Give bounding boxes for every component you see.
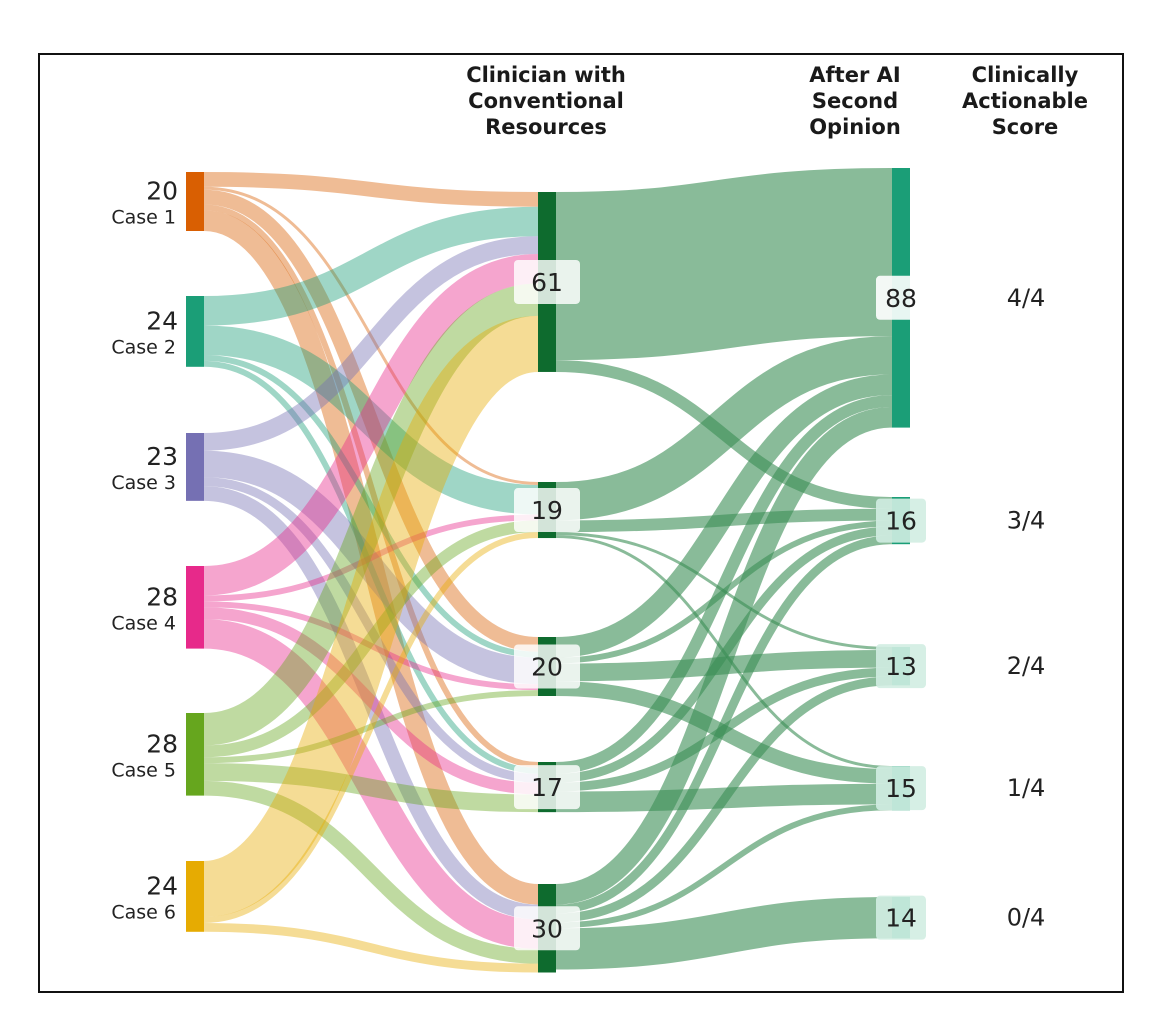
ai-value-label: 88 xyxy=(885,284,917,313)
link-m0-r0 xyxy=(555,897,893,970)
header-score-line-3: Score xyxy=(991,115,1059,139)
link-c5-m1 xyxy=(203,763,539,813)
case-name-label: Case 3 xyxy=(111,472,176,494)
case-name-label: Case 5 xyxy=(111,759,176,781)
score-label: 1/4 xyxy=(1007,774,1046,802)
case-node-5 xyxy=(186,713,204,796)
header-clinician: Clinician with Conventional Resources xyxy=(440,62,652,140)
clinician-value-backdrop xyxy=(514,765,580,810)
chart-frame xyxy=(38,53,1124,993)
case-value-label: 23 xyxy=(146,442,178,471)
link-c3-m0 xyxy=(203,486,539,920)
ai-value-label: 13 xyxy=(885,652,917,681)
clinician-value-backdrop xyxy=(514,906,580,951)
ai-value-label: 14 xyxy=(885,904,917,933)
case-node-6 xyxy=(186,861,204,932)
header-clinician-line-2: Conventional xyxy=(468,89,624,113)
link-c2-m3 xyxy=(203,325,539,515)
clinician-value-label: 17 xyxy=(531,773,563,802)
link-m4-r4 xyxy=(555,168,893,361)
ai-value-backdrop xyxy=(876,275,926,320)
link-m0-r1 xyxy=(555,804,893,929)
link-c5-m3 xyxy=(203,520,539,758)
case-value-label: 28 xyxy=(146,582,178,611)
score-label: 2/4 xyxy=(1007,652,1046,680)
link-c6-m4 xyxy=(201,315,541,918)
case-node-4 xyxy=(186,566,204,649)
case-name-label: Case 1 xyxy=(111,207,176,229)
header-after-ai-line-2: Second xyxy=(811,89,899,113)
link-c5-m0 xyxy=(203,780,539,964)
link-c2-m2 xyxy=(203,355,539,658)
header-clinician-line-1: Clinician with xyxy=(466,63,626,87)
clinician-value-backdrop xyxy=(514,644,580,689)
ai-value-backdrop xyxy=(876,498,926,543)
ai-value-backdrop xyxy=(876,644,926,689)
header-after-ai-line-3: Opinion xyxy=(809,115,901,139)
ai-value-backdrop xyxy=(876,895,926,940)
link-c6-m0 xyxy=(203,922,539,973)
link-m0-r2 xyxy=(555,676,893,923)
link-c6-m3 xyxy=(203,532,539,923)
link-m2-r4 xyxy=(555,374,893,658)
link-c1-m2 xyxy=(203,189,539,652)
link-c2-m4 xyxy=(203,206,539,326)
header-after-ai-line-1: After AI xyxy=(809,63,901,87)
link-c1-m3 xyxy=(203,186,539,485)
header-score-line-2: Actionable xyxy=(962,89,1088,113)
case-name-label: Case 6 xyxy=(111,901,176,923)
case-value-label: 28 xyxy=(146,729,178,758)
clinician-value-label: 30 xyxy=(531,914,563,943)
link-c5-m2 xyxy=(203,690,539,764)
link-c4-m2 xyxy=(203,601,539,691)
clinician-value-label: 61 xyxy=(531,268,563,297)
clinician-value-backdrop xyxy=(514,259,580,304)
link-c1-m4 xyxy=(203,172,539,207)
ai-value-backdrop xyxy=(876,766,926,811)
link-c4-m0 xyxy=(203,619,539,949)
link-m3-r4 xyxy=(555,336,893,521)
clinician-value-backdrop xyxy=(514,488,580,533)
header-after-ai: After AI Second Opinion xyxy=(780,62,930,140)
link-c1-m1 xyxy=(203,204,539,768)
links-clinician-to-ai xyxy=(555,168,893,970)
link-c3-m2 xyxy=(203,450,539,685)
ai-value-label: 16 xyxy=(885,507,917,536)
ai-value-label: 15 xyxy=(885,774,917,803)
link-c4-m3 xyxy=(203,514,539,602)
case-value-label: 24 xyxy=(146,871,178,900)
case-node-1 xyxy=(186,172,204,231)
clinician-value-label: 19 xyxy=(531,496,563,525)
link-c4-m1 xyxy=(203,607,539,795)
score-label: 4/4 xyxy=(1007,284,1046,312)
link-m0-r4 xyxy=(555,406,893,905)
link-m1-r4 xyxy=(555,395,893,774)
link-c4-m4 xyxy=(203,253,539,596)
header-score: Clinically Actionable Score xyxy=(940,62,1110,140)
link-c1-m0 xyxy=(203,210,539,905)
link-m0-r3 xyxy=(555,535,893,914)
clinician-value-label: 20 xyxy=(531,653,563,682)
link-c2-m1 xyxy=(203,360,539,774)
case-name-label: Case 4 xyxy=(111,612,176,634)
header-score-line-1: Clinically xyxy=(971,63,1079,87)
case-node-3 xyxy=(186,433,204,501)
score-label: 0/4 xyxy=(1007,904,1046,932)
score-label: 3/4 xyxy=(1007,507,1046,535)
link-c3-m1 xyxy=(203,477,539,783)
links-case-to-clinician xyxy=(201,172,541,973)
case-value-label: 24 xyxy=(146,306,178,335)
case-node-2 xyxy=(186,296,204,367)
case-value-label: 20 xyxy=(146,177,178,206)
header-clinician-line-3: Resources xyxy=(485,115,607,139)
case-name-label: Case 2 xyxy=(111,336,176,358)
link-c3-m4 xyxy=(203,236,539,451)
link-c5-m4 xyxy=(202,283,540,746)
